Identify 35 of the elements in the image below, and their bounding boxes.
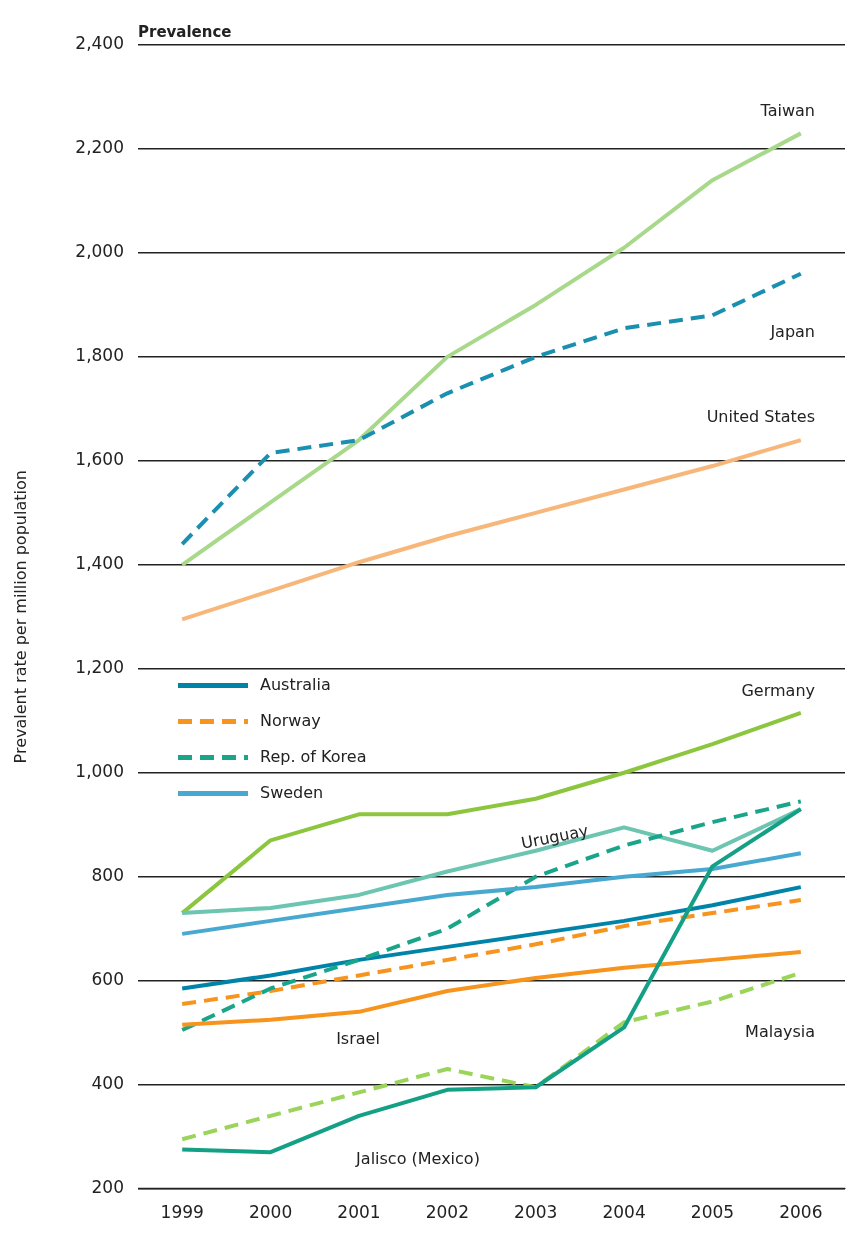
y-tick-label: 1,200 [75, 657, 124, 678]
legend-label: Sweden [260, 782, 324, 802]
annotation: Jalisco (Mexico) [355, 1149, 480, 1169]
annotation: Germany [741, 681, 815, 701]
annotation: United States [706, 407, 815, 427]
x-tick-label: 2002 [425, 1202, 469, 1223]
y-tick-label: 400 [91, 1073, 124, 1094]
legend-label: Norway [260, 710, 321, 730]
y-tick-label: 800 [91, 865, 124, 886]
annotation: Japan [769, 322, 815, 342]
x-tick-label: 1999 [160, 1202, 204, 1223]
y-tick-label: 1,400 [75, 553, 124, 574]
annotation: Taiwan [759, 101, 815, 121]
annotation: Israel [336, 1029, 380, 1049]
y-tick-label: 2,000 [75, 241, 124, 262]
line-series [180, 898, 803, 1007]
y-tick-label: 1,800 [75, 345, 124, 366]
x-tick-label: 2001 [337, 1202, 381, 1223]
x-tick-label: 2000 [248, 1202, 293, 1223]
x-tick-label: 2005 [690, 1202, 735, 1223]
y-tick-label: 2,200 [75, 137, 124, 158]
y-tick-label: 1,000 [75, 761, 124, 782]
x-tick-label: 2003 [514, 1202, 558, 1223]
y-tick-label: 200 [91, 1177, 124, 1198]
y-axis-title: Prevalent rate per million population [10, 470, 30, 764]
y-tick-label: 2,400 [75, 33, 124, 54]
legend-label: Rep. of Korea [260, 746, 367, 766]
y-tick-label: 1,600 [75, 449, 124, 470]
x-tick-label: 2004 [602, 1202, 646, 1223]
y-tick-label: 600 [91, 969, 124, 990]
annotation: Uruguay [519, 820, 590, 853]
legend-label: Australia [260, 674, 331, 694]
x-tick-label: 2006 [779, 1202, 823, 1223]
chart-title: Prevalence [138, 23, 232, 42]
annotation: Malaysia [745, 1022, 815, 1042]
